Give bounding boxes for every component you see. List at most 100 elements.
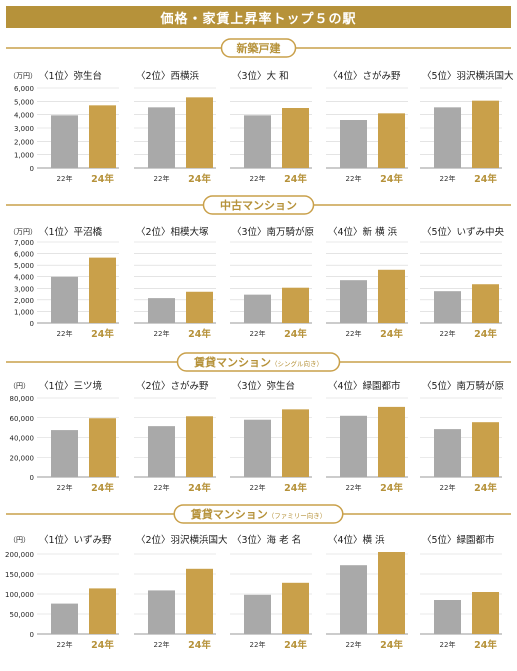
bar-22 [148,590,175,634]
x-tick-label: 22年 [250,174,266,183]
x-tick-label: 22年 [440,329,456,338]
y-tick-label: 40,000 [10,435,35,443]
x-tick-label: 22年 [250,329,266,338]
y-tick-label: 2,000 [14,138,34,146]
panel-title: 〈1位〉弥生台 [39,70,102,82]
y-tick-label: 0 [30,320,34,328]
section-label-box [173,504,344,524]
bar-24 [186,97,213,168]
bar-24 [282,409,309,477]
bar-22 [51,276,78,323]
section-label-box [202,195,315,215]
panel-title: 〈5位〉緑園都市 [422,534,495,546]
y-tick-label: 80,000 [10,395,35,403]
bar-22 [148,298,175,323]
unit-label: （万円） [9,228,37,236]
x-tick-label: 22年 [346,483,362,492]
y-tick-label: 60,000 [10,415,35,423]
panel-title: 〈4位〉横 浜 [328,534,385,546]
x-tick-label: 24年 [188,328,211,340]
y-tick-label: 4,000 [14,112,34,120]
panel-title: 〈1位〉平沼橋 [39,226,103,238]
bar-22 [340,280,367,323]
x-tick-label: 24年 [474,482,497,494]
y-tick-label: 150,000 [5,571,34,579]
bar-24 [472,100,499,168]
section-title: 賃貸マンション（シングル向き） [193,355,323,369]
unit-label: （円） [9,382,30,390]
x-tick-label: 24年 [284,639,307,651]
bar-22 [340,565,367,634]
bar-22 [51,603,78,634]
y-tick-label: 6,000 [14,85,34,93]
bar-22 [244,294,271,323]
x-tick-label: 22年 [154,640,170,649]
panel-title: 〈2位〉相模大塚 [136,226,209,238]
bar-24 [472,592,499,634]
y-tick-label: 0 [30,631,34,639]
x-tick-label: 22年 [154,329,170,338]
y-tick-label: 2,000 [14,297,34,305]
panel-title: 〈5位〉いずみ中央 [422,226,505,238]
bar-24 [89,588,116,634]
x-tick-label: 22年 [250,483,266,492]
x-tick-label: 24年 [380,482,403,494]
y-tick-label: 100,000 [5,591,34,599]
bar-22 [51,115,78,168]
bar-22 [340,120,367,168]
bar-22 [340,415,367,477]
panel-title: 〈4位〉新 横 浜 [328,226,398,238]
y-tick-label: 1,000 [14,152,34,160]
bar-24 [282,108,309,168]
panel-title: 〈2位〉西横浜 [136,70,200,82]
bar-24 [89,418,116,477]
y-tick-label: 1,000 [14,308,34,316]
x-tick-label: 22年 [57,640,73,649]
x-tick-label: 22年 [440,640,456,649]
x-tick-label: 24年 [91,328,114,340]
x-tick-label: 22年 [440,174,456,183]
bar-24 [186,568,213,634]
bar-24 [472,284,499,323]
panel-title: 〈5位〉羽沢横浜国大 [422,70,514,82]
bar-22 [244,594,271,634]
y-tick-label: 7,000 [14,239,34,247]
x-tick-label: 22年 [57,174,73,183]
bar-22 [434,429,461,477]
panel-title: 〈3位〉南万騎が原 [232,226,314,238]
y-tick-label: 20,000 [10,454,35,462]
y-tick-label: 5,000 [14,98,34,106]
x-tick-label: 22年 [440,483,456,492]
x-tick-label: 24年 [474,639,497,651]
x-tick-label: 24年 [284,482,307,494]
y-tick-label: 3,000 [14,125,34,133]
bar-22 [434,600,461,634]
bar-24 [378,269,405,323]
x-tick-label: 24年 [474,173,497,185]
bar-24 [89,257,116,323]
panel-title: 〈2位〉さがみ野 [136,380,209,392]
x-tick-label: 24年 [91,482,114,494]
bar-22 [148,426,175,477]
y-tick-label: 0 [30,474,34,482]
page-title: 価格・家賃上昇率トップ５の駅 [6,6,511,28]
x-tick-label: 22年 [154,483,170,492]
bar-24 [186,416,213,477]
bar-24 [186,291,213,323]
bar-22 [434,107,461,168]
x-tick-label: 24年 [91,173,114,185]
y-tick-label: 0 [30,165,34,173]
section-label-box [220,38,297,58]
bar-22 [434,291,461,323]
bar-22 [51,430,78,477]
x-tick-label: 22年 [154,174,170,183]
bar-24 [89,105,116,168]
panel-title: 〈3位〉海 老 名 [232,534,301,546]
x-tick-label: 24年 [380,328,403,340]
panel-title: 〈1位〉いずみ野 [39,534,112,546]
panel-title: 〈5位〉南万騎が原 [422,380,504,392]
x-tick-label: 24年 [380,639,403,651]
bar-22 [244,419,271,477]
section-title: 中古マンション [220,198,297,212]
